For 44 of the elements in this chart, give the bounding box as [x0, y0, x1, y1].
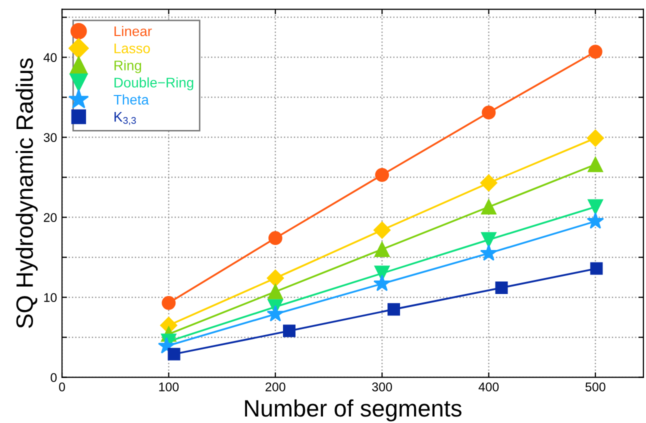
x-tick-label: 500	[585, 382, 606, 392]
x-tick-label: 200	[266, 382, 286, 392]
point	[480, 174, 498, 192]
y-tick-label: 40	[44, 53, 57, 62]
point	[374, 222, 391, 239]
x-tick-label: 0	[59, 382, 66, 392]
point	[586, 212, 604, 229]
point	[586, 130, 604, 147]
point	[268, 284, 284, 300]
y-tick-label: 0	[50, 373, 57, 382]
point	[375, 168, 389, 182]
point	[588, 156, 604, 172]
legend-label: Double−Ring	[114, 77, 194, 90]
legend-label: Lasso	[114, 44, 150, 54]
point	[482, 106, 496, 120]
point	[480, 244, 498, 261]
point	[588, 44, 602, 59]
point	[266, 270, 284, 287]
point	[495, 281, 508, 294]
legend-label: K$_{3,3}$	[114, 112, 136, 126]
y-axis-title: SQ Hydrodynamic Radius	[16, 58, 38, 328]
legend-label: Linear	[114, 26, 152, 36]
point	[282, 324, 296, 338]
point	[590, 262, 603, 275]
point	[374, 242, 390, 257]
point	[481, 232, 496, 248]
point	[373, 274, 391, 292]
point	[588, 199, 604, 215]
x-tick-label: 400	[478, 382, 499, 392]
y-tick-label: 30	[44, 133, 57, 142]
legend-label: Theta	[114, 94, 149, 105]
x-tick-label: 300	[372, 382, 392, 392]
point	[388, 303, 400, 316]
x-axis-title: Number of segments	[245, 399, 462, 422]
legend-label: Ring	[114, 60, 142, 74]
y-tick-label: 20	[44, 213, 57, 222]
point	[168, 348, 180, 360]
point	[162, 296, 176, 310]
point	[481, 199, 496, 215]
y-tick-label: 10	[44, 293, 57, 302]
x-tick-label: 100	[159, 382, 179, 392]
point	[266, 305, 284, 322]
point	[374, 266, 390, 281]
point	[268, 231, 282, 246]
